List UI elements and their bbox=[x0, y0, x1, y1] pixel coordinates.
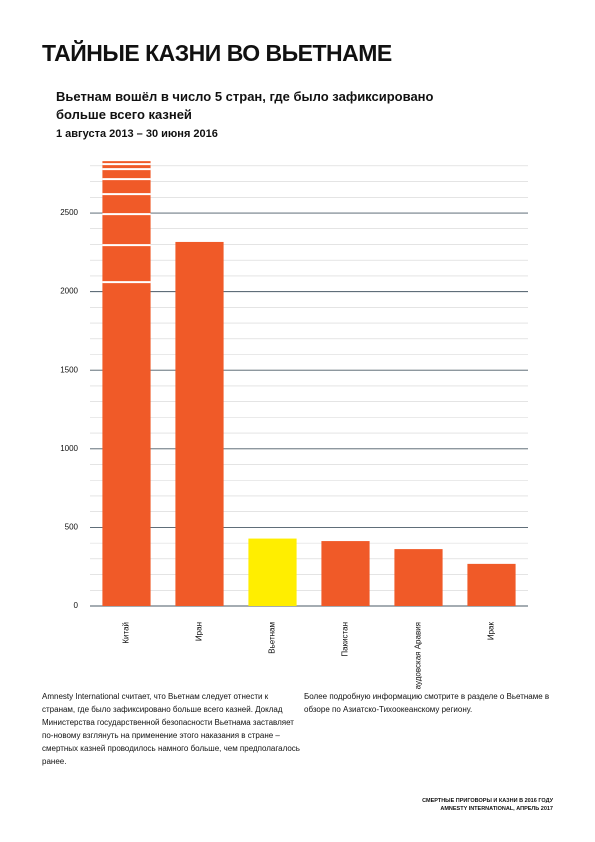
y-tick-label: 0 bbox=[74, 601, 79, 610]
y-tick-label: 1500 bbox=[60, 365, 78, 374]
x-tick-label: Иран bbox=[195, 622, 204, 641]
footer: СМЕРТНЫЕ ПРИГОВОРЫ И КАЗНИ В 2016 ГОДУ bbox=[422, 798, 553, 804]
bar bbox=[394, 549, 443, 606]
y-tick-label: 2500 bbox=[60, 208, 78, 217]
bar bbox=[467, 563, 516, 606]
x-tick-label: Вьетнам bbox=[268, 622, 277, 654]
chart-subtitle: 1 августа 2013 – 30 июня 2016 bbox=[56, 128, 218, 140]
chart: 0 500 1000 1500 2000 2500 Китай Иран Вьетнам Паки… bbox=[60, 161, 528, 690]
bar bbox=[248, 538, 297, 606]
y-tick-label: 500 bbox=[65, 523, 79, 532]
note: Более подробную информацию смотрите в ра… bbox=[304, 692, 550, 714]
chart-title: Вьетнам вошёл в число 5 стран, где было … bbox=[56, 89, 434, 122]
x-tick-label: Ирак bbox=[487, 622, 496, 641]
note: Amnesty International считает, что Вьетн… bbox=[42, 692, 300, 766]
page-title: ТАЙНЫЕ КАЗНИ ВО ВЬЕТНАМЕ bbox=[42, 40, 392, 66]
footer: AMNESTY INTERNATIONAL, АПРЕЛЬ 2017 bbox=[440, 806, 553, 812]
x-tick-label: Пакистан bbox=[341, 622, 350, 657]
y-tick-label: 2000 bbox=[60, 287, 78, 296]
x-tick-label: Китай bbox=[122, 622, 131, 644]
y-tick-label: 1000 bbox=[60, 444, 78, 453]
bar bbox=[102, 161, 151, 606]
bar bbox=[321, 541, 370, 606]
x-tick-label: Саудовская Аравия bbox=[414, 622, 423, 690]
bar bbox=[175, 241, 224, 607]
